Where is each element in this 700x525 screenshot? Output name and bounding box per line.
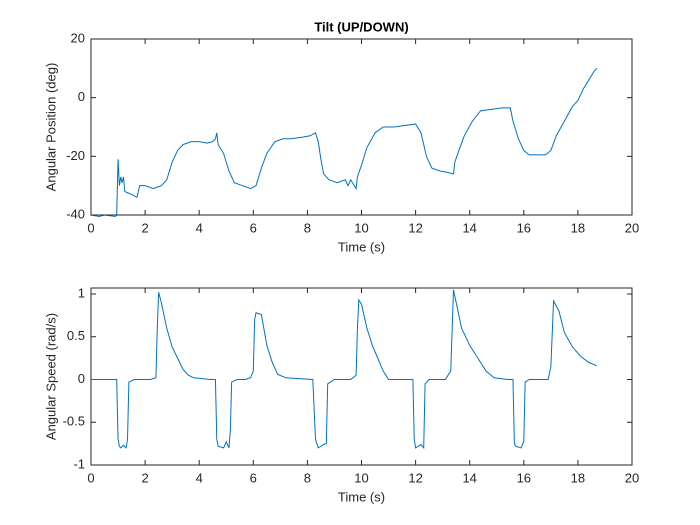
x-tick-label: 0: [87, 220, 94, 235]
x-tick-label: 8: [304, 470, 311, 485]
x-tick-label: 14: [462, 470, 476, 485]
x-tick-label: 12: [408, 220, 422, 235]
x-tick-label: 14: [462, 220, 476, 235]
x-tick-label: 4: [196, 470, 203, 485]
x-tick-label: 18: [571, 220, 585, 235]
y-tick-label: 0.5: [67, 328, 85, 343]
x-tick-label: 10: [354, 470, 368, 485]
y-tick-label: 20: [71, 30, 85, 45]
y-tick-label: 0: [78, 371, 85, 386]
x-tick-label: 12: [408, 470, 422, 485]
y-tick-label: -0.5: [63, 414, 85, 429]
x-axis-label: Time (s): [338, 239, 385, 254]
x-tick-label: 6: [250, 470, 257, 485]
y-tick-label: 1: [78, 285, 85, 300]
x-tick-label: 20: [625, 470, 639, 485]
x-tick-label: 10: [354, 220, 368, 235]
x-tick-label: 18: [571, 470, 585, 485]
y-tick-label: -40: [66, 206, 85, 221]
y-tick-label: 0: [78, 89, 85, 104]
x-tick-label: 16: [517, 220, 531, 235]
y-axis-label: Angular Position (deg): [43, 63, 58, 192]
y-axis-label: Angular Speed (rad/s): [43, 313, 58, 440]
x-axis-label: Time (s): [338, 489, 385, 504]
x-tick-label: 16: [517, 470, 531, 485]
x-tick-label: 20: [625, 220, 639, 235]
x-tick-label: 2: [141, 470, 148, 485]
chart-title: Tilt (UP/DOWN): [314, 19, 408, 34]
axes-box: [90, 38, 633, 216]
data-line: [91, 289, 598, 450]
axes-box: [90, 287, 633, 466]
y-tick-label: -20: [66, 148, 85, 163]
y-tick-label: -1: [73, 456, 85, 471]
plot-area: [91, 39, 632, 215]
x-tick-label: 8: [304, 220, 311, 235]
x-tick-label: 6: [250, 220, 257, 235]
x-tick-label: 4: [196, 220, 203, 235]
x-tick-label: 0: [87, 470, 94, 485]
x-tick-label: 2: [141, 220, 148, 235]
plot-area: [91, 288, 632, 465]
data-line: [90, 67, 598, 218]
